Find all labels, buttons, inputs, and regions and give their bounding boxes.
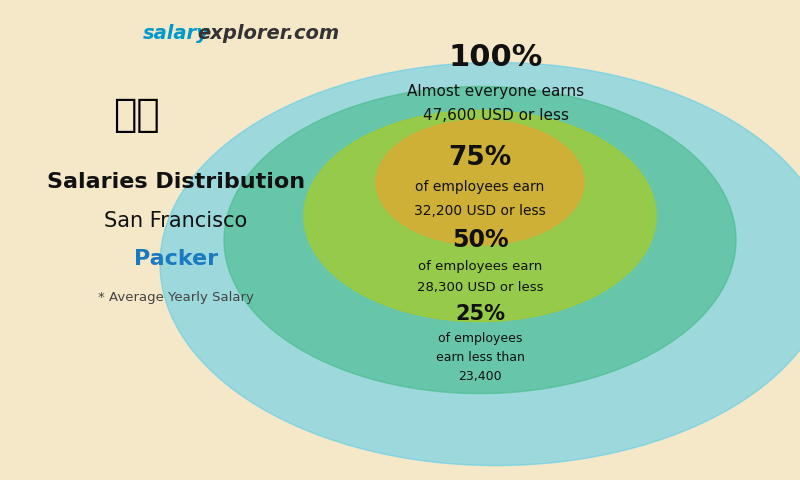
Text: 25%: 25% [455,304,505,324]
Text: of employees earn: of employees earn [415,180,545,194]
Text: Packer: Packer [134,249,218,269]
Text: of employees earn: of employees earn [418,260,542,273]
Text: 23,400: 23,400 [458,370,502,384]
Text: 75%: 75% [448,145,512,171]
Circle shape [160,62,800,466]
Circle shape [376,120,584,245]
Text: * Average Yearly Salary: * Average Yearly Salary [98,291,254,304]
Text: 50%: 50% [452,228,508,252]
Text: of employees: of employees [438,332,522,345]
Circle shape [224,86,736,394]
Circle shape [304,110,656,322]
Text: 28,300 USD or less: 28,300 USD or less [417,281,543,295]
Text: earn less than: earn less than [435,351,525,364]
Text: San Francisco: San Francisco [104,211,248,231]
Text: Almost everyone earns: Almost everyone earns [407,84,585,99]
Text: salary: salary [142,24,210,43]
Text: Salaries Distribution: Salaries Distribution [47,172,305,192]
Text: 32,200 USD or less: 32,200 USD or less [414,204,546,218]
Text: 🇺🇸: 🇺🇸 [113,96,159,134]
Text: 100%: 100% [449,43,543,72]
Text: explorer.com: explorer.com [197,24,339,43]
Text: 47,600 USD or less: 47,600 USD or less [423,108,569,123]
